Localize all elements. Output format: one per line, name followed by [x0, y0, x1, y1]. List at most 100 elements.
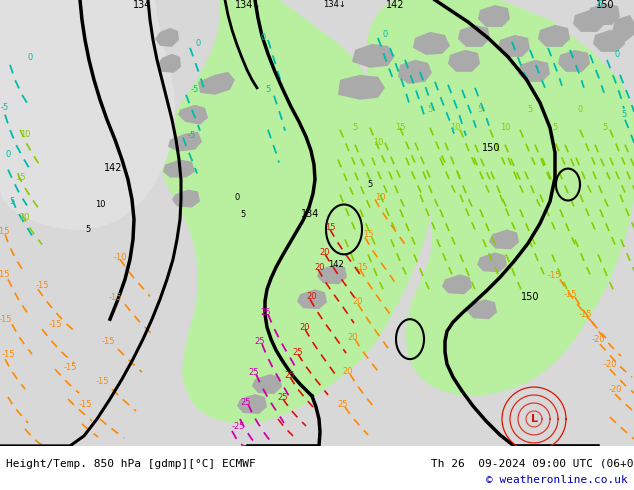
Text: -15: -15 [63, 363, 77, 371]
Polygon shape [612, 15, 634, 42]
Text: -5: -5 [188, 131, 196, 140]
Polygon shape [458, 25, 490, 47]
Text: 20: 20 [320, 248, 330, 257]
Text: 134↓: 134↓ [235, 0, 261, 10]
Text: -15: -15 [48, 319, 61, 329]
Text: -15: -15 [108, 293, 122, 302]
Text: 10: 10 [373, 138, 383, 147]
Text: 5: 5 [477, 105, 482, 114]
Polygon shape [413, 32, 450, 55]
Text: L: L [531, 414, 538, 424]
Text: 0: 0 [614, 50, 619, 59]
Text: 0: 0 [5, 150, 11, 159]
Text: 5: 5 [86, 225, 91, 234]
Polygon shape [172, 190, 200, 207]
Text: 134: 134 [133, 0, 151, 10]
Text: -20: -20 [608, 385, 622, 393]
Polygon shape [498, 35, 530, 57]
Text: 20: 20 [314, 263, 325, 272]
Text: 20: 20 [300, 323, 310, 332]
Text: 10: 10 [450, 123, 460, 132]
Text: 134: 134 [301, 209, 319, 220]
Text: -5: -5 [596, 0, 604, 9]
Polygon shape [478, 5, 510, 27]
Polygon shape [198, 72, 235, 95]
Text: 10: 10 [375, 193, 385, 202]
Text: -15: -15 [0, 227, 10, 236]
Polygon shape [489, 229, 519, 249]
Polygon shape [237, 394, 267, 414]
Text: 25: 25 [255, 337, 265, 345]
Polygon shape [352, 44, 395, 68]
Text: 25: 25 [278, 392, 288, 401]
Polygon shape [178, 105, 208, 124]
Text: 150: 150 [482, 143, 500, 153]
Polygon shape [573, 10, 605, 32]
Polygon shape [163, 160, 195, 177]
Text: 15: 15 [357, 263, 367, 272]
Text: -20: -20 [603, 360, 617, 368]
Text: 5: 5 [602, 123, 607, 132]
Polygon shape [448, 50, 480, 72]
Text: -15: -15 [36, 281, 49, 290]
Text: -15: -15 [78, 399, 92, 409]
Polygon shape [168, 132, 202, 151]
Text: 0: 0 [578, 105, 583, 114]
Polygon shape [588, 3, 620, 25]
Text: -10: -10 [113, 253, 127, 262]
Text: 15: 15 [15, 173, 25, 182]
Text: 134↓: 134↓ [323, 0, 346, 9]
Text: -25: -25 [231, 422, 245, 432]
Polygon shape [593, 30, 625, 52]
Polygon shape [558, 50, 590, 72]
Text: 150: 150 [596, 0, 614, 10]
Text: 10: 10 [500, 123, 510, 132]
Text: -15: -15 [101, 337, 115, 345]
Text: Th 26  09-2024 09:00 UTC (06+03): Th 26 09-2024 09:00 UTC (06+03) [431, 459, 634, 468]
Polygon shape [442, 274, 472, 294]
Polygon shape [518, 60, 550, 82]
Text: 25: 25 [285, 370, 295, 380]
Text: 5: 5 [353, 123, 358, 132]
Text: 142: 142 [328, 260, 344, 269]
Text: -15: -15 [0, 315, 12, 324]
Text: 20: 20 [353, 297, 363, 306]
Text: 0: 0 [27, 53, 32, 62]
Text: 15: 15 [395, 123, 405, 132]
Text: 25: 25 [241, 397, 251, 407]
Text: -15: -15 [1, 350, 15, 359]
Text: 142: 142 [104, 163, 122, 172]
Text: 150: 150 [521, 292, 540, 302]
Text: 15: 15 [363, 230, 373, 239]
Text: 0: 0 [382, 30, 387, 39]
Text: Height/Temp. 850 hPa [gdmp][°C] ECMWF: Height/Temp. 850 hPa [gdmp][°C] ECMWF [6, 459, 256, 468]
Text: © weatheronline.co.uk: © weatheronline.co.uk [486, 475, 628, 485]
Polygon shape [0, 0, 175, 229]
Text: -15: -15 [547, 271, 560, 280]
Polygon shape [366, 0, 634, 396]
Text: 0: 0 [195, 39, 200, 49]
Text: 20: 20 [348, 333, 358, 342]
Polygon shape [157, 54, 181, 73]
Text: 5: 5 [10, 197, 15, 206]
Text: 25: 25 [338, 399, 348, 409]
Text: -15: -15 [0, 270, 10, 279]
Text: 5: 5 [427, 105, 432, 114]
Text: 10: 10 [20, 130, 30, 139]
Text: 20: 20 [343, 367, 353, 375]
Text: 25: 25 [293, 347, 303, 357]
Polygon shape [398, 60, 432, 84]
Polygon shape [317, 264, 347, 284]
Text: -5: -5 [1, 103, 9, 112]
Text: 25: 25 [249, 368, 259, 377]
Polygon shape [538, 25, 570, 47]
Polygon shape [252, 374, 282, 394]
Text: 10: 10 [94, 200, 105, 209]
Text: 25: 25 [261, 308, 271, 317]
Text: 5: 5 [266, 85, 271, 94]
Text: 20: 20 [307, 292, 317, 301]
Text: -5: -5 [191, 85, 199, 94]
Text: -15: -15 [95, 376, 109, 386]
Polygon shape [477, 252, 507, 272]
Text: -20: -20 [592, 335, 605, 343]
